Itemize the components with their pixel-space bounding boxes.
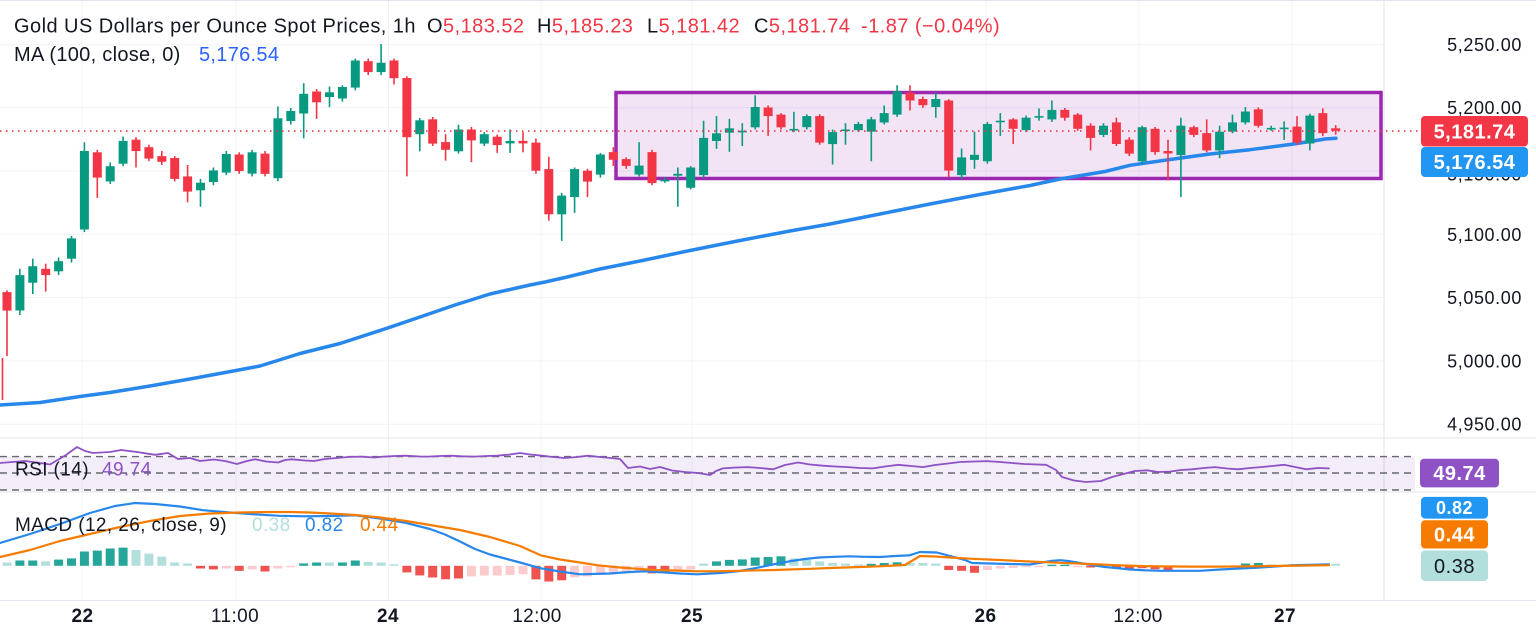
svg-text:25: 25 <box>681 606 703 627</box>
svg-text:MA (100, close, 0)5,176.54: MA (100, close, 0) 5,176.54 <box>14 44 279 66</box>
svg-text:5,200.00: 5,200.00 <box>1447 98 1522 118</box>
svg-text:27: 27 <box>1274 606 1296 627</box>
svg-text:5,176.54: 5,176.54 <box>1434 152 1516 174</box>
svg-text:49.74: 49.74 <box>1433 463 1486 485</box>
svg-text:0.38: 0.38 <box>1434 556 1475 578</box>
svg-text:12:00: 12:00 <box>1113 606 1163 627</box>
svg-text:22: 22 <box>72 606 94 627</box>
svg-text:RSI (14)49.74: RSI (14) 49.74 <box>15 460 152 481</box>
svg-text:Gold US Dollars per Ounce Spot: Gold US Dollars per Ounce Spot Prices, 1… <box>14 16 1000 38</box>
svg-text:5,100.00: 5,100.00 <box>1447 225 1522 245</box>
svg-text:5,000.00: 5,000.00 <box>1447 351 1522 371</box>
svg-text:MACD (12, 26, close, 9)0.380.8: MACD (12, 26, close, 9) 0.38 0.82 0.44 <box>15 515 399 536</box>
svg-text:24: 24 <box>377 606 399 627</box>
svg-text:5,181.74: 5,181.74 <box>1434 121 1516 143</box>
svg-text:0.82: 0.82 <box>1436 498 1473 518</box>
svg-text:26: 26 <box>975 606 997 627</box>
svg-text:5,250.00: 5,250.00 <box>1447 35 1522 55</box>
svg-text:11:00: 11:00 <box>211 606 259 627</box>
svg-text:5,050.00: 5,050.00 <box>1447 288 1522 308</box>
svg-text:12:00: 12:00 <box>512 606 562 627</box>
svg-text:4,950.00: 4,950.00 <box>1447 415 1522 435</box>
svg-text:0.44: 0.44 <box>1434 525 1475 547</box>
